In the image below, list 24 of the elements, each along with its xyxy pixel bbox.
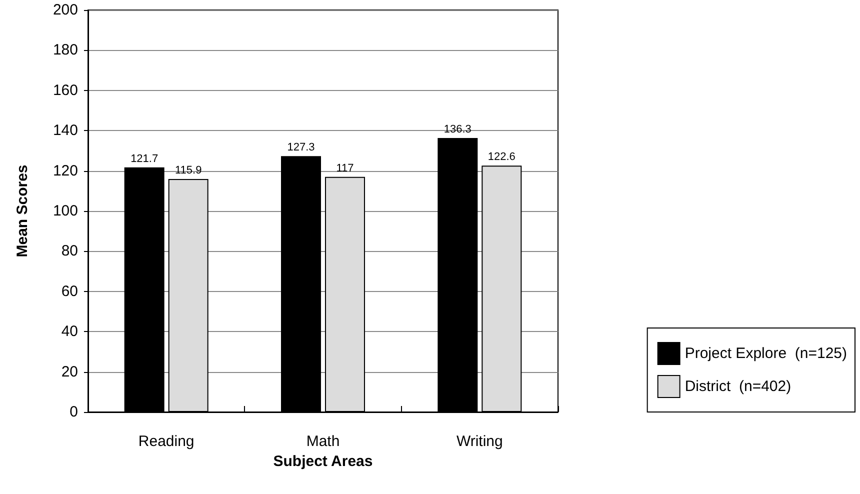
- y-tick-label: 60: [61, 282, 78, 300]
- y-tick-label: 160: [52, 82, 78, 99]
- y-tick-label: 120: [52, 162, 78, 180]
- data-label: 121.7: [130, 152, 158, 165]
- x-tick-label: Writing: [456, 433, 503, 450]
- y-axis-title: Mean Scores: [14, 164, 31, 258]
- data-label: 127.3: [287, 142, 315, 154]
- legend-label: Project Explore (n=125): [684, 345, 848, 362]
- y-tick-label: 0: [70, 404, 78, 420]
- x-tick-label: Reading: [138, 433, 194, 450]
- y-tick-label: 180: [52, 42, 78, 59]
- data-label: 136.3: [444, 124, 472, 136]
- x-tick-label: Math: [306, 433, 340, 450]
- y-tick-label: 100: [52, 202, 78, 220]
- legend-label: District (n=402): [684, 378, 792, 395]
- y-tick-label: 20: [61, 363, 78, 380]
- data-label: 115.9: [174, 164, 202, 177]
- y-tick-label: 80: [61, 242, 78, 260]
- y-tick-label: 140: [52, 122, 78, 140]
- y-tick-label: 40: [61, 323, 78, 340]
- y-tick-label: 200: [52, 2, 78, 18]
- data-label: 122.6: [488, 151, 516, 164]
- data-label: 117: [336, 162, 354, 174]
- x-axis-title: Subject Areas: [273, 452, 373, 470]
